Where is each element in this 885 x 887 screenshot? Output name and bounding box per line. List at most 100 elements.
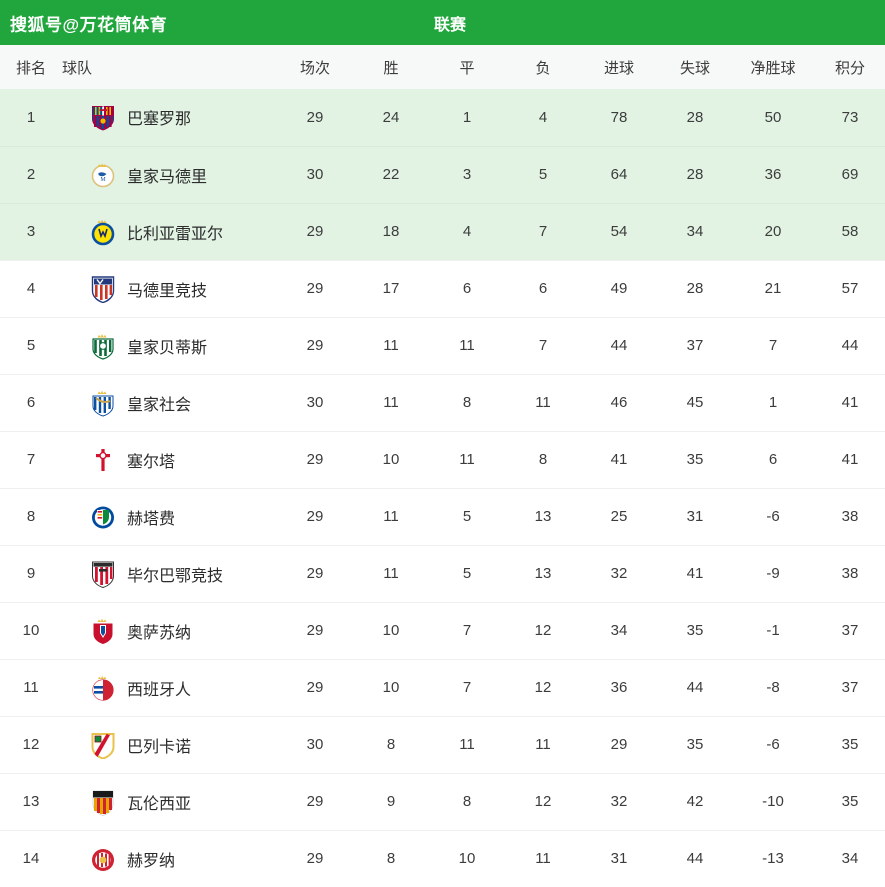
table-row[interactable]: 10 奥萨苏纳 29 10 7 12 34 35 -1 37 bbox=[0, 601, 885, 659]
column-header-draw[interactable]: 平 bbox=[459, 59, 475, 77]
svg-text:M: M bbox=[100, 177, 106, 183]
table-row[interactable]: 14 赫罗纳 29 8 10 11 31 44 -13 34 bbox=[0, 829, 885, 887]
cell-loss: 12 bbox=[505, 601, 581, 659]
cell-points: 37 bbox=[813, 601, 885, 659]
cell-team[interactable]: 马德里竞技 bbox=[62, 259, 277, 317]
cell-goals-against: 35 bbox=[657, 715, 733, 773]
team-name: 皇家贝蒂斯 bbox=[127, 339, 208, 357]
cell-win: 17 bbox=[353, 259, 429, 317]
table-row[interactable]: 12 巴列卡诺 30 8 11 11 29 35 -6 35 bbox=[0, 715, 885, 773]
cell-rank: 2 bbox=[0, 145, 62, 203]
cell-draw: 7 bbox=[429, 601, 505, 659]
cell-goals-against: 28 bbox=[657, 145, 733, 203]
team-cell[interactable]: 马德里竞技 bbox=[62, 275, 277, 303]
cell-rank: 5 bbox=[0, 316, 62, 374]
girona-crest bbox=[90, 845, 116, 873]
cell-team[interactable]: 赫罗纳 bbox=[62, 829, 277, 887]
cell-loss: 8 bbox=[505, 430, 581, 488]
cell-goals-for: 29 bbox=[581, 715, 657, 773]
cell-win: 22 bbox=[353, 145, 429, 203]
table-row[interactable]: 5 皇家贝蒂斯 29 11 11 7 44 37 7 44 bbox=[0, 316, 885, 374]
column-header-loss[interactable]: 负 bbox=[535, 59, 551, 77]
cell-points: 35 bbox=[813, 715, 885, 773]
cell-points: 41 bbox=[813, 373, 885, 431]
page-title: 联赛 bbox=[433, 16, 467, 34]
team-cell[interactable]: 皇家贝蒂斯 bbox=[62, 332, 277, 360]
column-header-goal-diff[interactable]: 净胜球 bbox=[750, 59, 796, 77]
team-cell[interactable]: 奥萨苏纳 bbox=[62, 617, 277, 645]
cell-team[interactable]: 巴列卡诺 bbox=[62, 715, 277, 773]
cell-draw: 1 bbox=[462, 108, 472, 126]
team-cell[interactable]: 巴塞罗那 bbox=[62, 103, 277, 131]
cell-rank: 3 bbox=[0, 202, 62, 260]
table-row[interactable]: 6 皇家社会 30 11 8 11 46 45 1 41 bbox=[0, 373, 885, 431]
column-header-team[interactable]: 球队 bbox=[62, 59, 93, 77]
cell-team[interactable]: 奥萨苏纳 bbox=[62, 601, 277, 659]
cell-win: 11 bbox=[353, 316, 429, 374]
cell-team[interactable]: 赫塔费 bbox=[62, 487, 277, 545]
villarreal-crest bbox=[90, 218, 116, 246]
cell-team[interactable]: 毕尔巴鄂竞技 bbox=[62, 544, 277, 602]
cell-goals-for: 41 bbox=[581, 430, 657, 488]
team-cell[interactable]: 赫罗纳 bbox=[62, 845, 277, 873]
team-cell[interactable]: 比利亚雷亚尔 bbox=[62, 218, 277, 246]
cell-points: 44 bbox=[813, 316, 885, 374]
team-cell[interactable]: 皇家社会 bbox=[62, 389, 277, 417]
header-row: 排名 球队 场次 胜 平 负 进球 失球 净胜球 积分 bbox=[0, 45, 885, 89]
cell-team[interactable]: 塞尔塔 bbox=[62, 430, 277, 488]
team-name: 赫塔费 bbox=[127, 510, 176, 528]
cell-win: 11 bbox=[353, 373, 429, 431]
column-header-goals-for[interactable]: 进球 bbox=[603, 59, 634, 77]
getafe-crest bbox=[90, 503, 116, 531]
cell-goals-for: 46 bbox=[581, 373, 657, 431]
cell-team[interactable]: 巴塞罗那 bbox=[62, 89, 277, 146]
team-cell[interactable]: 毕尔巴鄂竞技 bbox=[62, 560, 277, 588]
team-cell[interactable]: 西班牙人 bbox=[62, 674, 277, 702]
column-header-points[interactable]: 积分 bbox=[834, 59, 865, 77]
cell-played: 29 bbox=[277, 829, 353, 887]
cell-goals-against: 45 bbox=[657, 373, 733, 431]
table-row[interactable]: 4 马德里竞技 29 17 6 6 49 28 21 57 bbox=[0, 259, 885, 317]
cell-team[interactable]: 西班牙人 bbox=[62, 658, 277, 716]
cell-goals-against: 37 bbox=[657, 316, 733, 374]
betis-crest bbox=[90, 332, 116, 360]
team-cell[interactable]: 瓦伦西亚 bbox=[62, 788, 277, 816]
team-cell[interactable]: 赫塔费 bbox=[62, 503, 277, 531]
cell-team[interactable]: 比利亚雷亚尔 bbox=[62, 202, 277, 260]
table-row[interactable]: 2 M 皇家马德里 30 22 3 5 64 28 36 69 bbox=[0, 145, 885, 203]
team-cell[interactable]: 塞尔塔 bbox=[62, 446, 277, 474]
cell-played: 30 bbox=[277, 715, 353, 773]
cell-team[interactable]: 皇家贝蒂斯 bbox=[62, 316, 277, 374]
cell-team[interactable]: 瓦伦西亚 bbox=[62, 772, 277, 830]
team-cell[interactable]: 巴列卡诺 bbox=[62, 731, 277, 759]
cell-rank: 10 bbox=[0, 601, 62, 659]
cell-points: 58 bbox=[813, 202, 885, 260]
table-row[interactable]: 11 西班牙人 29 10 7 12 36 44 -8 37 bbox=[0, 658, 885, 716]
table-row[interactable]: 8 赫塔费 29 11 5 13 25 31 -6 38 bbox=[0, 487, 885, 545]
column-header-win[interactable]: 胜 bbox=[383, 59, 399, 77]
cell-team[interactable]: M 皇家马德里 bbox=[62, 145, 277, 203]
cell-played: 29 bbox=[277, 259, 353, 317]
cell-played: 29 bbox=[306, 108, 324, 126]
cell-team[interactable]: 皇家社会 bbox=[62, 373, 277, 431]
cell-loss: 11 bbox=[505, 715, 581, 773]
column-header-rank[interactable]: 排名 bbox=[15, 59, 46, 77]
table-row[interactable]: 13 瓦伦西亚 29 9 8 12 32 42 -10 35 bbox=[0, 772, 885, 830]
cell-points: 34 bbox=[813, 829, 885, 887]
cell-win: 11 bbox=[353, 487, 429, 545]
cell-goal-diff: -10 bbox=[733, 772, 813, 830]
cell-win: 8 bbox=[353, 715, 429, 773]
table-row[interactable]: 3 比利亚雷亚尔 29 18 4 7 54 34 20 58 bbox=[0, 202, 885, 260]
table-row[interactable]: 1 巴塞罗那 29 24 1 4 78 28 50 73 bbox=[0, 89, 885, 146]
column-header-goals-against[interactable]: 失球 bbox=[679, 59, 710, 77]
team-cell[interactable]: M 皇家马德里 bbox=[62, 161, 277, 189]
table-row[interactable]: 7 塞尔塔 29 10 11 8 41 35 6 41 bbox=[0, 430, 885, 488]
cell-goals-against: 28 bbox=[657, 259, 733, 317]
cell-draw: 11 bbox=[429, 430, 505, 488]
column-header-played[interactable]: 场次 bbox=[299, 59, 330, 77]
cell-rank: 11 bbox=[0, 658, 62, 716]
table-row[interactable]: 9 毕尔巴鄂竞技 29 11 5 13 32 41 -9 38 bbox=[0, 544, 885, 602]
cell-goals-for: 31 bbox=[581, 829, 657, 887]
team-name: 西班牙人 bbox=[127, 681, 192, 699]
